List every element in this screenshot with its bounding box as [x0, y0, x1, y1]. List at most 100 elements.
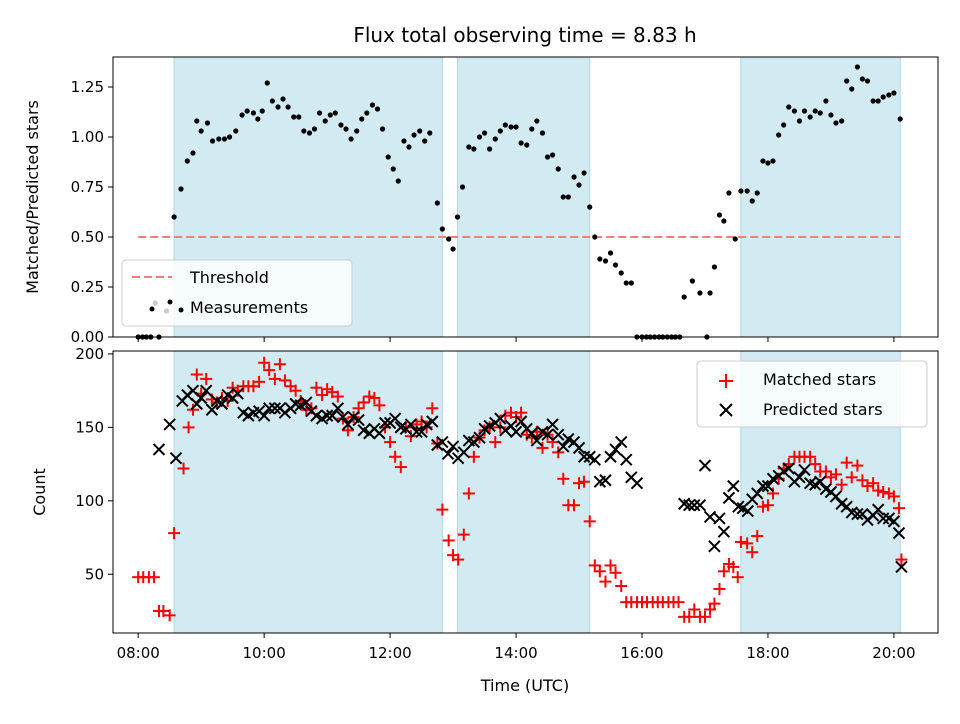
measurement-point — [198, 128, 204, 134]
matched-star-point — [609, 566, 622, 579]
measurement-point — [864, 78, 871, 84]
predicted-star-point — [457, 446, 470, 459]
matched-star-point — [887, 490, 900, 503]
measurement-point — [379, 126, 386, 132]
observing-window-shades — [173, 350, 901, 634]
matched-star-point — [717, 565, 730, 578]
measurement-point — [466, 144, 472, 150]
count-legend-box — [696, 360, 928, 428]
predicted-star-point — [199, 384, 213, 397]
matched-star-point — [177, 462, 190, 475]
measurement-point — [446, 236, 452, 242]
matched-star-point — [895, 553, 908, 566]
measurement-point — [707, 290, 713, 296]
matched-star-point — [258, 356, 271, 369]
measurement-point — [812, 108, 818, 114]
predicted-star-point — [588, 453, 601, 466]
measurement-point — [250, 110, 257, 116]
matched-star-point — [426, 402, 439, 415]
matched-star-point — [436, 503, 449, 516]
matched-star-point — [310, 381, 323, 394]
matched-star-point — [599, 575, 612, 588]
count-legend: Matched stars Predicted stars — [696, 360, 928, 428]
measurement-point — [549, 152, 556, 158]
matched-star-point — [840, 456, 853, 469]
measurement-point — [565, 194, 571, 200]
predicted-star-point — [604, 450, 617, 463]
y-tick-label: 0.75 — [71, 178, 104, 196]
measurement-point — [839, 118, 845, 124]
measurement-point — [612, 262, 619, 268]
measurement-point — [296, 114, 302, 120]
measurement-point — [422, 138, 428, 144]
matched-star-point — [546, 436, 559, 449]
predicted-star-point — [352, 413, 365, 427]
matched-star-point — [819, 465, 832, 478]
predicted-star-point — [152, 443, 166, 456]
predicted-star-point — [782, 462, 795, 475]
measurement-point — [385, 154, 391, 160]
matched-star-point — [168, 527, 181, 540]
measurement-point — [781, 122, 787, 128]
measurement-point — [374, 106, 381, 112]
predicted-star-point — [693, 499, 707, 512]
measurement-point — [576, 182, 582, 188]
matched-star-point — [892, 502, 905, 515]
matched-star-point — [824, 471, 837, 484]
matched-star-point — [457, 528, 470, 541]
measurement-point — [607, 250, 614, 256]
measurement-point — [427, 130, 433, 136]
measurement-point — [571, 174, 577, 180]
y-tick-label: 0.00 — [71, 328, 104, 346]
predicted-star-point — [814, 475, 827, 488]
measurement-point — [233, 128, 239, 134]
measurement-point — [244, 108, 250, 114]
predicted-star-point — [552, 428, 565, 441]
measurement-point — [754, 190, 760, 196]
predicted-star-point — [525, 427, 539, 440]
matched-star-point — [761, 499, 774, 512]
matched-star-point — [835, 478, 848, 491]
predicted-star-point — [892, 526, 906, 540]
matched-star-point — [861, 480, 874, 493]
legend-matched-marker — [719, 374, 733, 388]
matched-star-point — [515, 406, 528, 419]
measurement-point — [854, 64, 860, 70]
measurement-point — [481, 130, 488, 136]
predicted-star-point — [169, 452, 183, 465]
observing-window-shade — [173, 350, 443, 634]
measurement-point — [697, 290, 703, 296]
matched-star-point — [163, 609, 176, 622]
measurement-point — [765, 160, 771, 166]
legend-measurements-label: Measurements — [190, 298, 308, 317]
count-y-ticks: 50 100 150 200 — [75, 345, 113, 583]
measurement-point — [171, 214, 177, 220]
matched-star-point — [289, 384, 302, 397]
ratio-legend: Threshold Measurements — [121, 259, 353, 327]
x-tick-label: 10:00 — [243, 644, 286, 662]
predicted-star-point — [509, 425, 523, 438]
predicted-star-point — [257, 409, 271, 422]
x-tick-label: 16:00 — [620, 644, 663, 662]
measurement-point — [744, 188, 750, 194]
matched-star-point — [321, 383, 334, 396]
matched-star-point — [253, 375, 266, 388]
measurement-point — [749, 198, 755, 204]
ratio-panel: 0.00 0.25 0.50 0.75 1.00 1.25 Matched/Predict… — [23, 56, 939, 346]
predicted-star-point — [630, 476, 644, 490]
measurement-point — [348, 136, 354, 142]
predicted-star-point — [557, 440, 570, 453]
measurement-point — [534, 118, 540, 124]
matched-star-point — [489, 436, 502, 449]
measurement-point — [239, 112, 245, 118]
count-x-ticks: 08:00 10:00 12:00 14:00 16:00 18:00 20:00 — [117, 633, 916, 662]
measurement-point — [801, 108, 808, 114]
matched-star-point — [190, 368, 203, 381]
y-tick-label: 150 — [75, 418, 104, 436]
measurement-point — [618, 270, 624, 276]
matched-star-point — [394, 461, 407, 474]
x-tick-label: 18:00 — [746, 644, 789, 662]
x-tick-label: 20:00 — [872, 644, 915, 662]
measurement-point — [226, 134, 233, 140]
measurement-point — [807, 114, 813, 120]
